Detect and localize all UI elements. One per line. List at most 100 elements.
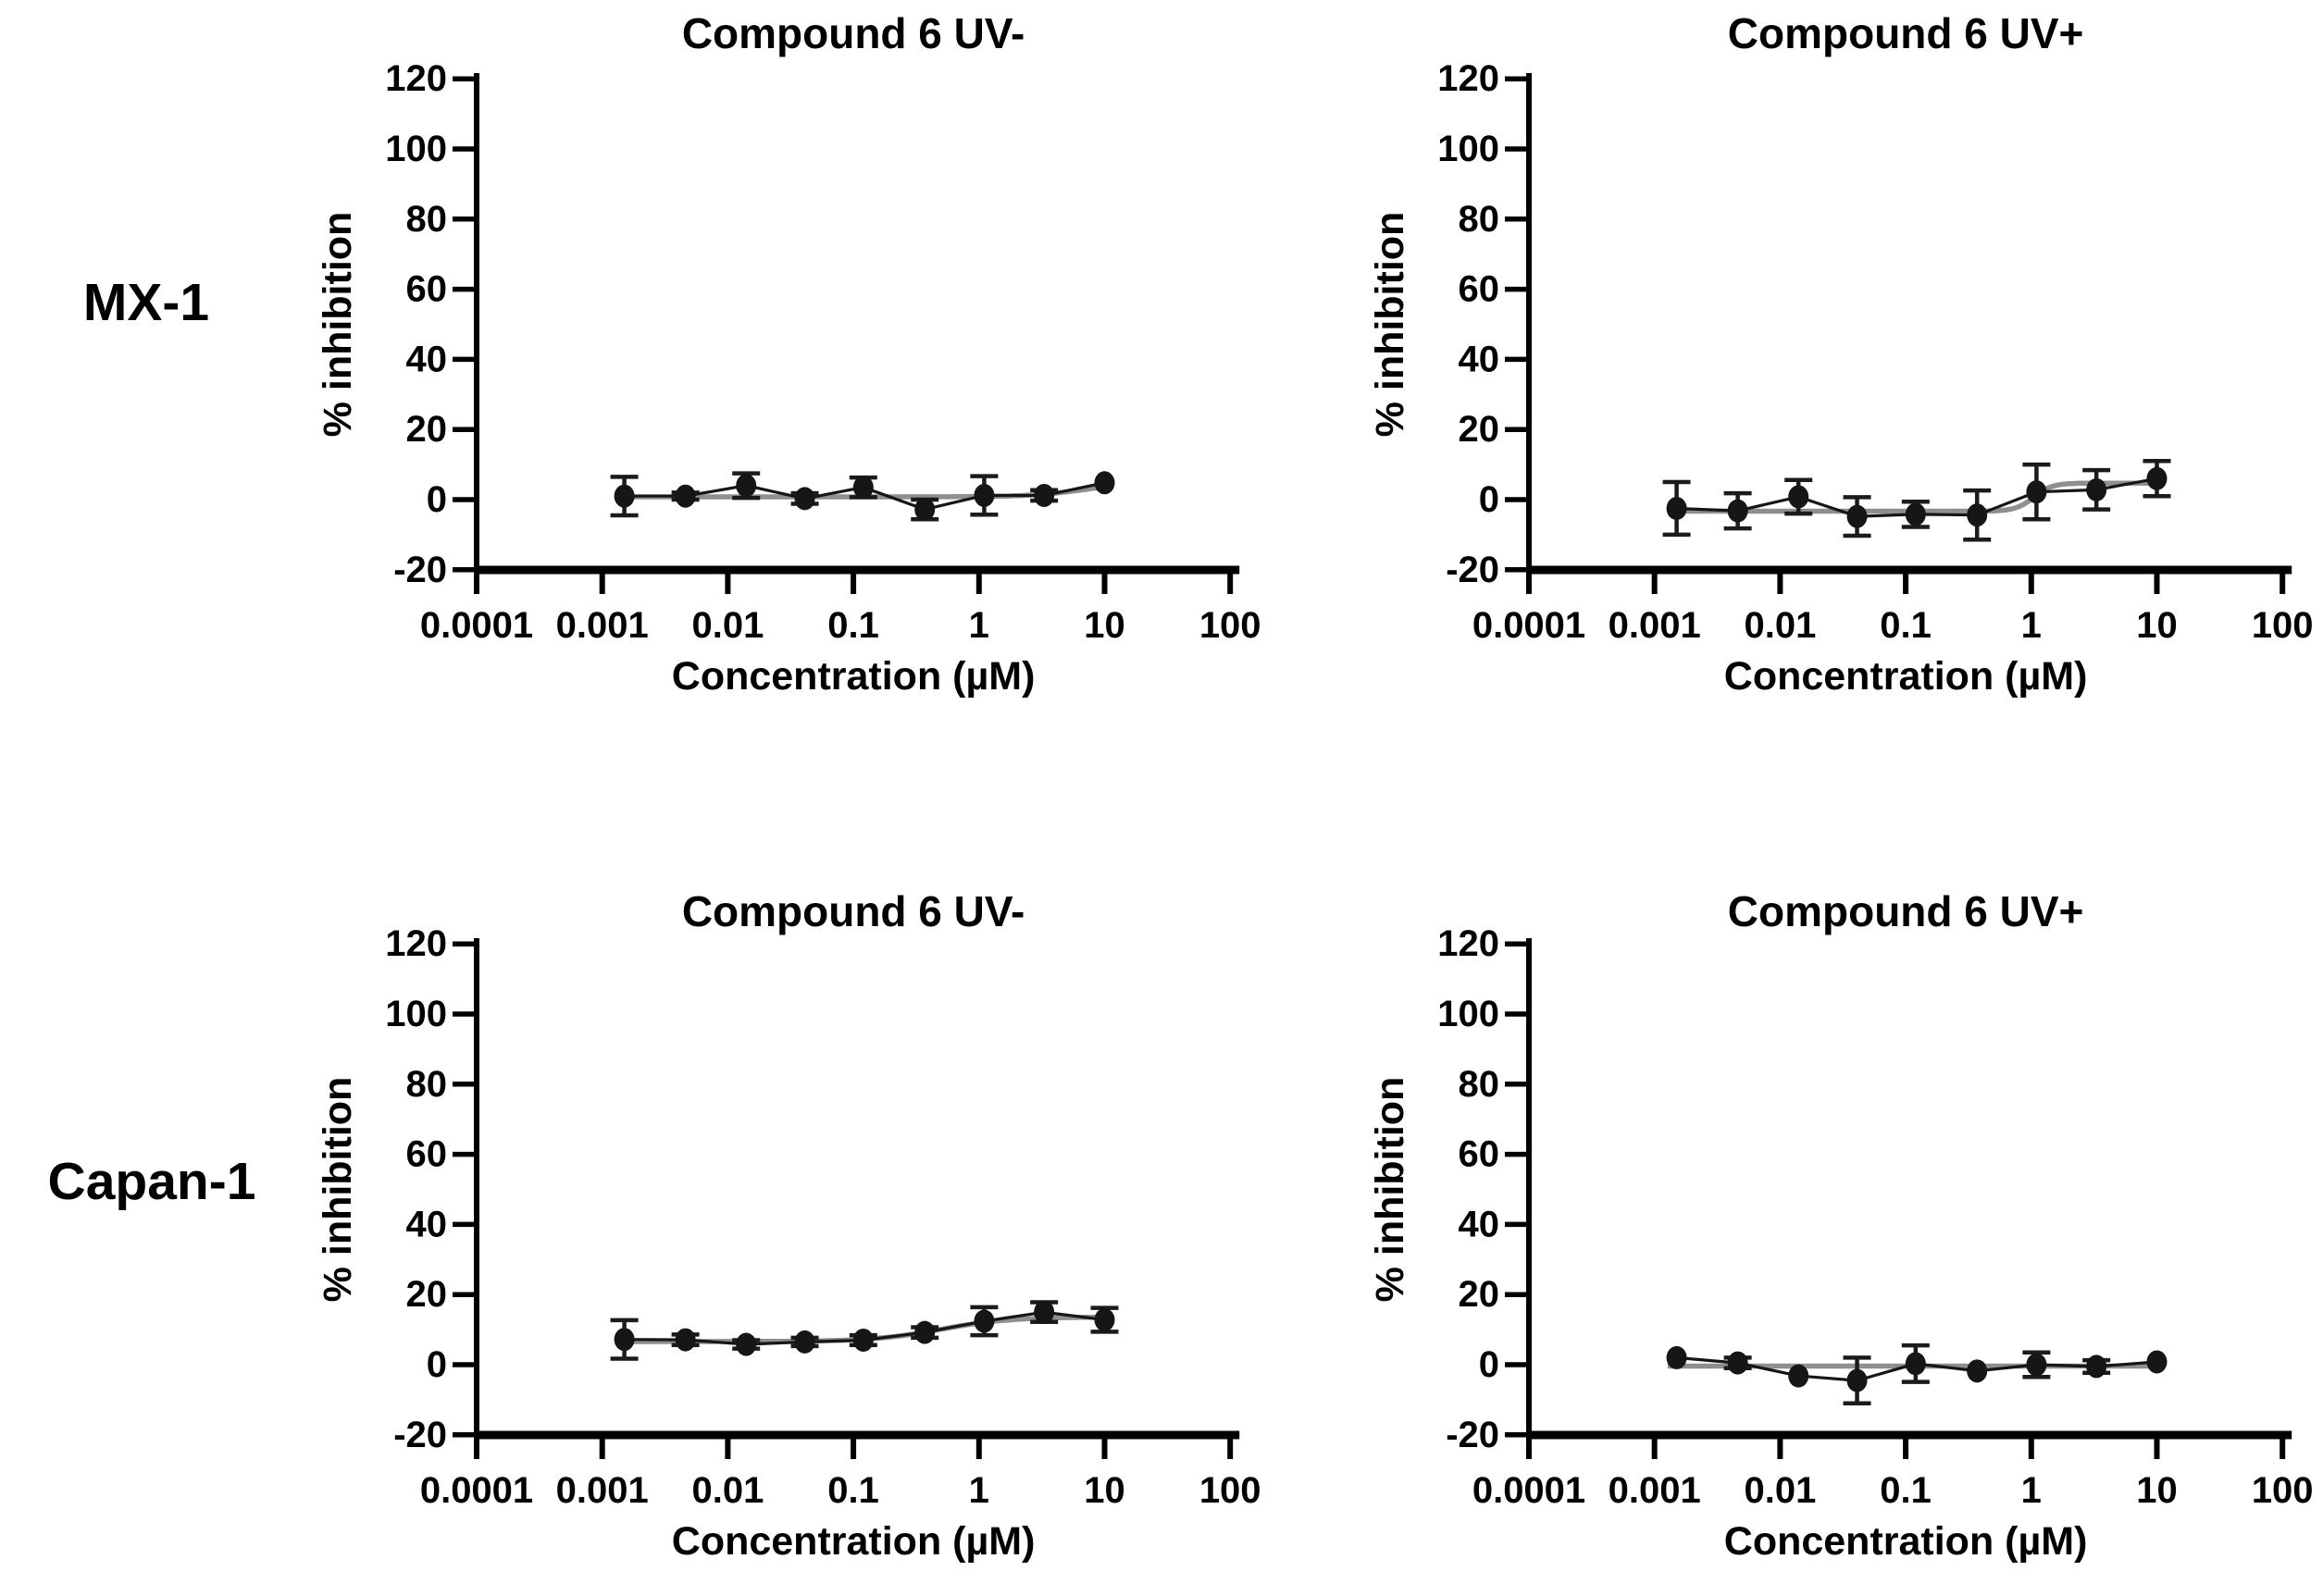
y-axis-title: % inhibition [1368, 1077, 1412, 1303]
x-tick-label: 0.01 [1744, 605, 1816, 646]
x-tick-label: 10 [2136, 1470, 2178, 1511]
plot-title: Compound 6 UV- [682, 887, 1025, 935]
y-tick-label: 60 [406, 1134, 448, 1175]
x-tick-label: 1 [969, 605, 989, 646]
data-point [1666, 496, 1687, 520]
x-tick-label: 0.001 [556, 1470, 649, 1511]
y-tick-label: 100 [385, 129, 447, 169]
data-point [974, 483, 995, 507]
plot-capan1-uv-plus: Compound 6 UV+ -20 0 20 40 60 80 100 120 0.0001 0.… [1368, 887, 2314, 1564]
data-point [2146, 466, 2168, 490]
data-point [2026, 1353, 2047, 1377]
y-tick-label: 60 [1459, 269, 1500, 310]
y-tick-label: 0 [427, 479, 447, 520]
data-point [1846, 1368, 1868, 1392]
x-tick-label: 0.1 [827, 605, 879, 646]
y-tick-label: 80 [406, 1064, 448, 1105]
data-point [2086, 1355, 2107, 1379]
data-point [914, 498, 936, 522]
y-tick-label: 0 [1479, 1344, 1499, 1385]
plot-title: Compound 6 UV+ [1728, 887, 2084, 935]
x-tick-label: 100 [2252, 605, 2314, 646]
y-tick-label: 40 [1459, 1204, 1500, 1244]
data-point [2086, 477, 2107, 501]
x-axis-title: Concentration (µM) [672, 1519, 1036, 1564]
x-tick-label: 0.1 [827, 1470, 879, 1511]
data-point [852, 1328, 874, 1352]
x-tick-label: 10 [1084, 605, 1125, 646]
x-tick-label: 10 [1084, 1470, 1125, 1511]
data-point [1094, 471, 1115, 495]
y-tick-label: 20 [1459, 1274, 1500, 1315]
y-tick-label: 60 [406, 269, 448, 310]
x-tick-label: 100 [1199, 605, 1261, 646]
y-tick-label: 0 [1479, 479, 1499, 520]
data-point [1034, 1300, 1055, 1324]
x-tick-label: 1 [969, 1470, 989, 1511]
data-point [1788, 1364, 1809, 1388]
data-point [1727, 499, 1748, 523]
y-tick-label: 20 [406, 409, 448, 450]
data-point [736, 1332, 757, 1356]
data-point [1727, 1351, 1748, 1375]
plot-title: Compound 6 UV+ [1728, 9, 2084, 57]
data-point [1094, 1307, 1115, 1331]
data-point [1967, 503, 1988, 527]
y-axis-title: % inhibition [316, 212, 360, 438]
data-point [614, 484, 635, 508]
x-tick-label: 0.0001 [1472, 1470, 1585, 1511]
data-point [794, 1330, 815, 1354]
y-tick-label: 100 [385, 994, 447, 1034]
data-point [974, 1309, 995, 1333]
y-tick-label: 120 [385, 58, 447, 99]
data-point [914, 1320, 936, 1344]
x-tick-label: 0.0001 [420, 1470, 533, 1511]
data-point [1905, 1352, 1926, 1376]
y-tick-label: -20 [1446, 1415, 1499, 1455]
x-tick-label: 100 [2252, 1470, 2314, 1511]
x-axis-title: Concentration (µM) [1724, 654, 2088, 699]
y-axis-title: % inhibition [1368, 212, 1412, 438]
x-tick-label: 0.001 [1609, 1470, 1701, 1511]
y-tick-label: -20 [1446, 550, 1499, 590]
data-point [614, 1328, 635, 1352]
x-axis-title: Concentration (µM) [672, 654, 1036, 699]
y-axis-title: % inhibition [316, 1077, 360, 1303]
plot-mx1-uv-plus: Compound 6 UV+ -20 0 20 40 60 80 100 120 0.0001 0.… [1368, 9, 2314, 699]
y-tick-label: 80 [1459, 199, 1500, 240]
data-point [675, 1328, 696, 1352]
data-point [675, 484, 696, 508]
x-tick-label: 0.0001 [420, 605, 533, 646]
data-point [794, 487, 815, 511]
y-tick-label: 120 [1437, 923, 1499, 964]
data-point [1034, 483, 1055, 507]
y-tick-label: 80 [406, 199, 448, 240]
y-tick-label: -20 [393, 1415, 447, 1455]
x-axis-title: Concentration (µM) [1724, 1519, 2088, 1564]
y-tick-label: 20 [1459, 409, 1500, 450]
row-label-mx-1: MX-1 [83, 273, 209, 332]
data-point [1967, 1359, 1988, 1383]
x-tick-label: 100 [1199, 1470, 1261, 1511]
y-tick-label: 120 [1437, 58, 1499, 99]
y-tick-label: 40 [1459, 339, 1500, 379]
x-tick-label: 0.001 [556, 605, 649, 646]
y-tick-label: 0 [427, 1344, 447, 1385]
x-tick-label: 1 [2021, 605, 2042, 646]
x-tick-label: 10 [2136, 605, 2178, 646]
data-point [852, 476, 874, 500]
x-tick-label: 0.0001 [1472, 605, 1585, 646]
x-tick-label: 0.001 [1609, 605, 1701, 646]
y-tick-label: 20 [406, 1274, 448, 1315]
plot-mx1-uv-minus: Compound 6 UV- -20 0 20 40 60 80 100 120 0.0001 0.… [316, 9, 1261, 699]
y-tick-label: 100 [1437, 994, 1499, 1034]
y-tick-label: 100 [1437, 129, 1499, 169]
data-point [2026, 480, 2047, 504]
x-tick-label: 0.01 [691, 1470, 764, 1511]
y-tick-label: -20 [393, 550, 447, 590]
data-point [1905, 502, 1926, 526]
x-tick-label: 1 [2021, 1470, 2042, 1511]
x-tick-label: 0.01 [691, 605, 764, 646]
